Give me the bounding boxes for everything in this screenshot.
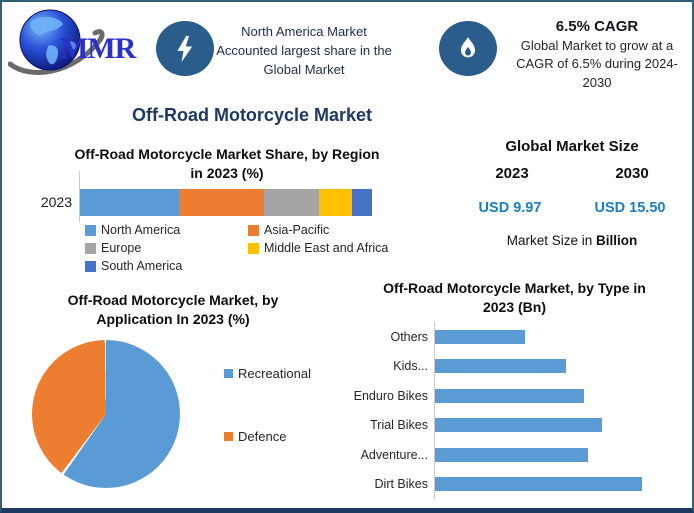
type-chart-row: Enduro Bikes	[340, 381, 685, 411]
caption-unit: Billion	[596, 233, 638, 248]
type-chart-title: Off-Road Motorcycle Market, by Type in 2…	[383, 280, 646, 315]
type-chart-row: Others	[340, 322, 685, 352]
legend-item: South America	[85, 259, 248, 273]
application-chart-title: Off-Road Motorcycle Market, by Applicati…	[67, 292, 279, 327]
type-chart-rows: Others Kids... Enduro Bikes Trial Bikes Adve…	[340, 322, 685, 499]
market-size-caption: Market Size in Billion	[506, 233, 638, 248]
value-2030: USD 15.50	[594, 200, 666, 216]
legend-item: Europe	[85, 241, 248, 255]
type-category-label: Dirt Bikes	[374, 477, 428, 492]
type-bar	[435, 477, 642, 492]
type-category-label: Kids...	[393, 359, 428, 374]
legend-swatch	[224, 369, 233, 378]
legend-swatch	[224, 432, 233, 441]
application-legend: Recreational Defence	[224, 366, 311, 444]
highlight-line: Global Market	[263, 61, 345, 77]
market-size-years: 2023 2030	[452, 165, 692, 182]
legend-label: Europe	[101, 241, 142, 255]
legend-swatch	[248, 224, 259, 236]
year-2023: 2023	[495, 165, 529, 182]
highlight-line: Accounted largest share in the	[216, 42, 392, 58]
type-chart-row: Adventure...	[340, 440, 685, 470]
legend-item: Defence	[224, 429, 311, 444]
value-2023: USD 9.97	[478, 200, 542, 216]
region-chart-axis	[79, 171, 80, 222]
page-title: Off-Road Motorcycle Market	[131, 105, 373, 125]
highlight-cagr: 6.5% CAGR Global Market to grow at a CAG…	[502, 18, 692, 92]
legend-item: Asia-Pacific	[248, 223, 400, 237]
legend-label: South America	[101, 259, 183, 273]
legend-swatch	[85, 242, 96, 254]
legend-item: Recreational	[224, 366, 311, 381]
legend-item: North America	[85, 223, 248, 237]
market-size-values: USD 9.97 USD 15.50	[452, 200, 692, 216]
cagr-line: 2030	[582, 74, 612, 90]
legend-label: Middle East and Africa	[264, 241, 389, 255]
mmr-logo: MMR	[7, 8, 148, 80]
legend-label: North America	[101, 223, 181, 237]
type-category-label: Others	[390, 329, 428, 344]
legend-swatch	[85, 224, 96, 236]
region-chart-title: Off-Road Motorcycle Market Share, by Reg…	[74, 146, 380, 181]
type-bar	[435, 388, 584, 403]
year-2030: 2030	[615, 165, 649, 182]
cagr-heading: 6.5% CAGR	[555, 18, 639, 35]
type-chart-axis	[434, 322, 435, 500]
flame-badge	[439, 21, 497, 76]
legend-label: Defence	[238, 429, 287, 444]
type-bar	[435, 329, 525, 344]
application-pie	[32, 340, 180, 488]
logo-text: MMR	[60, 32, 136, 65]
lightning-bolt-icon	[177, 35, 193, 62]
type-category-label: Trial Bikes	[370, 418, 428, 433]
cagr-line: CAGR of 6.5% during 2024-	[516, 56, 678, 72]
type-category-label: Enduro Bikes	[353, 388, 428, 403]
region-bar-segment-1	[179, 189, 264, 216]
market-size-title: Global Market Size	[505, 138, 639, 155]
legend-label: Recreational	[238, 366, 311, 381]
legend-swatch	[85, 260, 96, 272]
region-legend: North America Asia-Pacific Europe Middle Ea…	[85, 223, 400, 273]
region-bar-segment-4	[351, 189, 372, 216]
region-category-label: 2023	[40, 194, 72, 210]
region-bar-segment-0	[80, 189, 180, 216]
type-bar	[435, 359, 566, 374]
globe-icon	[7, 9, 105, 75]
region-bar-segment-2	[263, 189, 320, 216]
type-chart-row: Trial Bikes	[340, 411, 685, 441]
cagr-line: Global Market to grow at a	[520, 38, 674, 53]
region-bar-segment-3	[319, 189, 352, 216]
type-chart-row: Kids...	[340, 352, 685, 382]
type-bar	[435, 418, 602, 433]
highlight-north-america: North America Market Accounted largest s…	[210, 23, 398, 80]
legend-label: Asia-Pacific	[264, 223, 330, 237]
flame-icon	[461, 36, 475, 57]
region-stacked-bar	[80, 189, 372, 216]
type-category-label: Adventure...	[360, 447, 428, 462]
legend-swatch	[248, 242, 259, 254]
type-chart-row: Dirt Bikes	[340, 470, 685, 500]
legend-item: Middle East and Africa	[248, 241, 400, 255]
lightning-badge	[156, 21, 214, 76]
highlight-line: North America Market	[241, 24, 367, 39]
type-bar	[435, 447, 588, 462]
